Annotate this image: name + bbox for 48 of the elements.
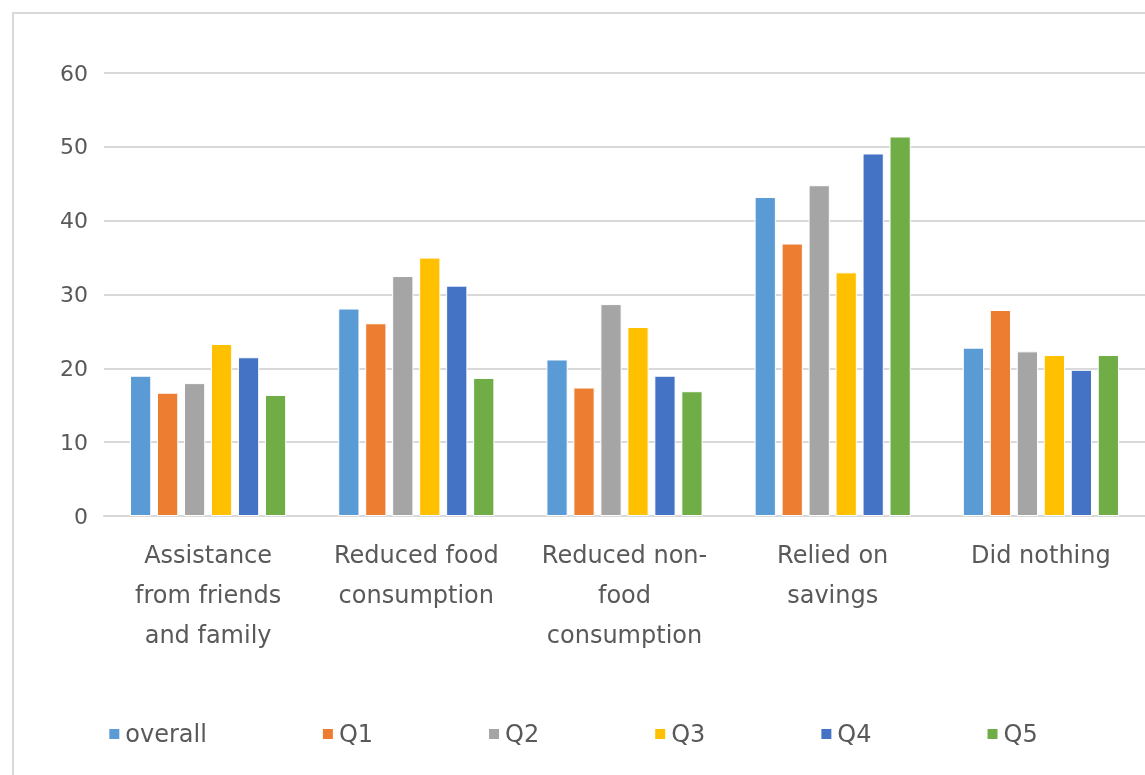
x-tick-label: Did nothing <box>971 541 1111 569</box>
bar <box>392 276 414 516</box>
x-tick-label: Assistance from friends and family <box>135 541 282 649</box>
bar <box>237 357 260 516</box>
bar <box>1097 355 1119 516</box>
y-tick-label: 40 <box>60 208 88 234</box>
bar <box>473 377 495 516</box>
bar <box>627 326 649 516</box>
bar <box>862 153 884 516</box>
legend-label: overall <box>125 720 207 748</box>
bar <box>681 391 703 516</box>
bar <box>365 323 387 516</box>
bar <box>600 304 622 516</box>
bar <box>573 387 595 516</box>
bar <box>754 197 776 516</box>
bar <box>183 383 206 516</box>
y-tick-label: 50 <box>60 134 88 160</box>
legend-label: Q4 <box>837 720 872 748</box>
bar <box>130 375 152 516</box>
bar <box>419 257 441 516</box>
bar <box>1016 351 1039 516</box>
bar <box>546 359 568 516</box>
x-tick-label: Relied on savings <box>777 541 889 609</box>
bar <box>889 136 911 516</box>
legend-label: Q2 <box>505 720 540 748</box>
bar <box>1043 355 1066 516</box>
x-tick-label: Reduced non-food consumption <box>541 541 708 649</box>
legend-label: Q5 <box>1003 720 1038 748</box>
bar <box>781 243 803 516</box>
y-tick-label: 30 <box>60 282 88 307</box>
legend-label: Q1 <box>338 720 374 748</box>
y-tick-label: 0 <box>74 503 88 529</box>
bar <box>446 285 468 516</box>
bar <box>808 185 830 516</box>
x-tick-label: Reduced food consumption <box>333 541 499 609</box>
bar <box>338 308 360 516</box>
y-tick-label: 20 <box>60 355 88 381</box>
bar <box>654 375 676 516</box>
legend-label: Q3 <box>671 720 706 748</box>
bar <box>989 310 1012 516</box>
bar <box>962 347 985 516</box>
bar <box>210 343 233 516</box>
bar <box>835 272 857 516</box>
bar <box>264 394 287 516</box>
y-tick-label: 60 <box>60 60 88 86</box>
bar <box>157 392 179 516</box>
y-tick-label: 10 <box>60 429 88 455</box>
bar <box>1070 369 1092 516</box>
